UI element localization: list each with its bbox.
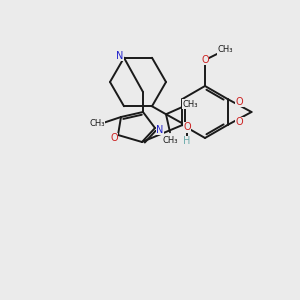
Text: CH₃: CH₃	[89, 119, 105, 128]
Text: CH₃: CH₃	[162, 136, 178, 145]
Text: O: O	[201, 55, 209, 65]
Text: N: N	[116, 51, 124, 61]
Text: CH₃: CH₃	[217, 46, 233, 55]
Text: N: N	[156, 125, 164, 135]
Text: O: O	[236, 117, 243, 127]
Text: CH₃: CH₃	[182, 100, 198, 109]
Text: O: O	[236, 97, 243, 107]
Text: O: O	[110, 133, 118, 143]
Text: O: O	[183, 122, 191, 132]
Text: H: H	[183, 136, 191, 146]
